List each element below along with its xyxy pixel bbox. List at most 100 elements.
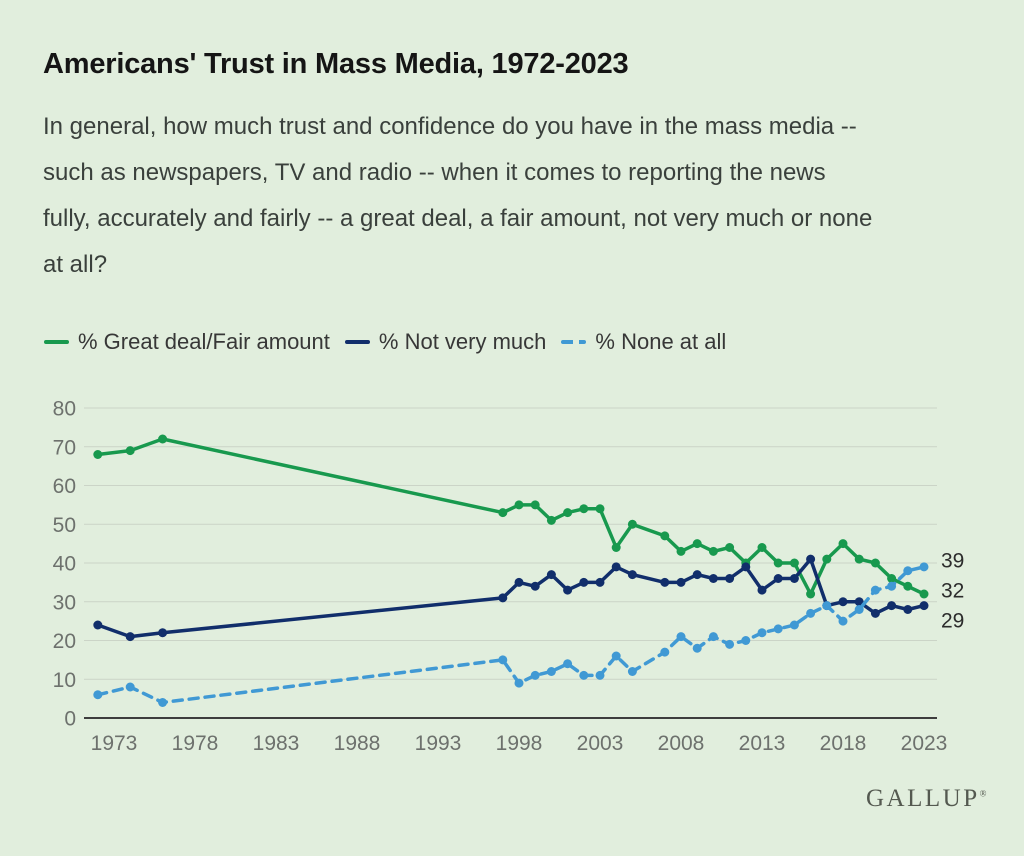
y-tick-label: 0 [64,708,76,731]
data-point [660,577,670,587]
data-point [93,450,103,459]
data-point [627,519,637,529]
data-point [919,601,929,611]
data-point [854,605,864,614]
x-tick-label: 2018 [820,732,867,755]
data-point [595,577,605,587]
data-point [595,504,605,514]
y-axis-tick-labels: 0 10 20 30 40 50 60 70 80 [53,398,76,731]
data-point [563,508,573,518]
data-point [676,632,686,642]
data-point [563,585,573,595]
chart-legend: % Great deal/Fair amount % Not very much… [44,329,726,355]
data-point [692,643,702,653]
data-point [498,655,508,665]
data-point [514,577,524,587]
data-point [498,508,508,518]
x-tick-label: 1988 [334,732,381,755]
series-end-value-labels: 39 32 29 [941,549,964,632]
data-point [757,543,767,552]
data-point [660,531,670,541]
end-value-label: 29 [941,609,964,632]
series-none-at-all [93,562,929,707]
x-tick-label: 1973 [91,732,138,755]
data-point [546,667,556,676]
data-point [93,690,103,700]
data-point [546,570,556,580]
data-point [919,589,929,599]
data-point [773,574,783,583]
data-point [579,670,589,680]
x-tick-label: 2023 [901,732,948,755]
registered-mark: ® [979,788,987,799]
legend-swatch-blue-dashed-line-icon [561,340,587,344]
data-point [676,546,686,556]
gallup-wordmark: GALLUP [866,785,980,812]
y-tick-label: 70 [53,436,76,459]
data-point [757,628,767,638]
data-point [789,558,799,568]
survey-question-line: at all? [43,251,108,278]
data-point [919,562,929,572]
data-point [125,446,135,456]
data-point [725,639,735,649]
data-point [692,539,702,549]
survey-question-line: such as newspapers, TV and radio -- when… [43,159,826,186]
gallup-logo: GALLUP® [866,785,986,813]
data-point [741,562,751,572]
legend-item-not-very-much: % Not very much [344,329,546,355]
x-tick-label: 1993 [415,732,462,755]
data-point [611,651,621,661]
data-point [627,570,637,580]
y-tick-label: 60 [53,475,76,498]
data-point [546,515,556,525]
data-point [903,581,913,591]
legend-swatch-navy-line-icon [344,340,370,344]
data-point [806,554,816,564]
survey-question-line: fully, accurately and fairly -- a great … [43,205,873,232]
data-point [579,577,589,587]
x-tick-label: 2008 [658,732,705,755]
end-value-label: 32 [941,579,964,602]
y-tick-label: 80 [53,398,76,421]
data-point [611,562,621,572]
series-great-deal-fair-amount [93,434,929,599]
data-point [887,581,897,591]
data-point [903,605,913,614]
data-point [806,608,816,618]
x-axis-tick-labels: 1973 1978 1983 1988 1993 1998 2003 2008 2013 2018… [91,732,948,755]
x-tick-label: 1998 [496,732,543,755]
gridlines [84,407,937,719]
legend-label-great-deal-fair-amount: % Great deal/Fair amount [78,329,330,354]
legend-item-great-deal-fair-amount: % Great deal/Fair amount [44,329,330,355]
y-tick-label: 50 [53,514,76,537]
data-point [158,434,168,444]
data-point [514,678,524,688]
data-point [530,581,540,591]
data-point [773,624,783,634]
data-point [595,670,605,680]
chart-title: Americans' Trust in Mass Media, 1972-202… [43,48,629,80]
data-point [870,585,880,595]
data-point [741,636,751,645]
x-tick-label: 2003 [577,732,624,755]
end-value-label: 39 [941,549,964,572]
data-point [757,585,767,595]
data-point [708,574,718,583]
data-point [158,698,168,707]
data-point [125,632,135,642]
data-point [870,608,880,618]
data-point [93,620,103,630]
data-point [838,597,848,607]
survey-question-line: In general, how much trust and confidenc… [43,113,857,140]
data-point [838,539,848,549]
x-tick-label: 2013 [739,732,786,755]
y-tick-label: 40 [53,553,76,576]
data-point [806,589,816,599]
x-tick-label: 1983 [253,732,300,755]
data-point [530,670,540,680]
data-point [125,682,135,692]
data-point [676,577,686,587]
data-point [579,504,589,514]
